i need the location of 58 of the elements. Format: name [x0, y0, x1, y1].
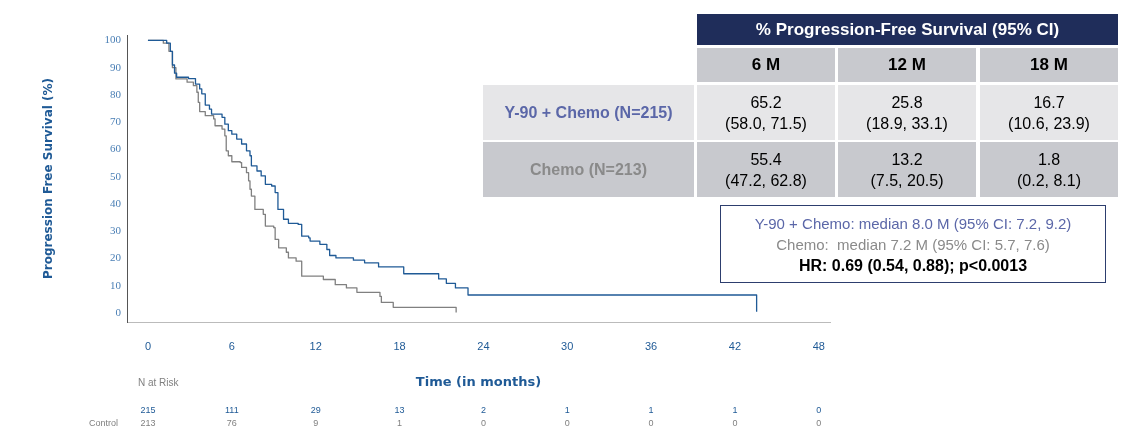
y-tick-label: 0: [115, 305, 122, 318]
annotation: Chemo (N=213): [483, 142, 694, 197]
text: 0: [648, 418, 654, 429]
y-tick-label: 50: [110, 169, 122, 182]
text: 1: [648, 405, 654, 416]
y-tick-label: 70: [110, 115, 122, 128]
text: 0: [816, 405, 822, 416]
text: 0: [732, 418, 738, 429]
y-tick-label: 60: [110, 142, 122, 155]
y-tick-label: 40: [110, 196, 122, 209]
text: 215: [140, 405, 156, 416]
annotation: HR: 0.69 (0.54, 0.88); p<0.0013: [798, 255, 1028, 276]
text: 16.7 (10.6, 23.9): [1008, 93, 1090, 132]
text: N at Risk: [138, 376, 180, 388]
text: 0: [564, 418, 570, 429]
x-tick-label: 30: [561, 339, 574, 352]
x-tick-label: 36: [644, 339, 658, 352]
x-tick-label: 18: [393, 339, 406, 352]
x-tick-label: 12: [309, 339, 322, 352]
text: 29: [310, 405, 321, 416]
y-tick-label: 100: [104, 33, 122, 46]
text: 0: [816, 418, 822, 429]
annotation: 65.2 (58.0, 71.5): [697, 85, 835, 140]
annotation: % Progression-Free Survival (95% CI): [697, 14, 1118, 45]
text: 18 M: [1030, 55, 1068, 74]
text: 1: [564, 405, 570, 416]
y-tick-label: 80: [110, 87, 122, 100]
annotation: Chemo: median 7.2 M (95% CI: 5.7, 7.6): [776, 234, 1050, 255]
x-tick-label: 24: [477, 339, 490, 352]
text: 25.8 (18.9, 33.1): [866, 93, 948, 132]
x-tick-label: 0: [144, 339, 152, 352]
text: 9: [313, 418, 319, 429]
text: 0: [480, 418, 486, 429]
text: 213: [140, 418, 156, 429]
annotation: 6 M: [697, 48, 835, 82]
summary-box: Y-90 + Chemo: median 8.0 M (95% CI: 7.2, 9.2) Chemo: median 7.2 M (95% CI: 5.7, 7.6) HR: 0.69 (0.54, 0.88); p<0.0013: [720, 205, 1106, 283]
text: 13: [394, 405, 405, 416]
x-tick-label: 42: [728, 339, 742, 352]
y-tick-label: 10: [110, 278, 122, 291]
y-tick-label: 30: [110, 224, 122, 237]
text: 111: [224, 405, 239, 416]
text: 13.2 (7.5, 20.5): [870, 150, 944, 189]
text: 76: [226, 418, 237, 429]
text: 1.8 (0.2, 8.1): [1016, 150, 1082, 189]
text: 12 M: [888, 55, 926, 74]
annotation: 55.4 (47.2, 62.8): [697, 142, 835, 197]
text: Control: [88, 418, 118, 429]
x-axis-title: Time (in months): [415, 373, 542, 389]
text: 1: [397, 418, 403, 429]
y-axis-title: Progression Free Survival (%): [41, 77, 56, 280]
text: 2: [480, 405, 486, 416]
annotation: Y-90 + Chemo (N=215): [483, 85, 694, 140]
y-tick-label: 90: [110, 60, 122, 73]
annotation: Y-90 + Chemo: median 8.0 M (95% CI: 7.2, 9.2): [754, 213, 1072, 234]
text: 1: [732, 405, 738, 416]
x-tick-label: 48: [812, 339, 825, 352]
y-tick-label: 20: [110, 251, 122, 264]
x-tick-label: 6: [228, 339, 235, 352]
